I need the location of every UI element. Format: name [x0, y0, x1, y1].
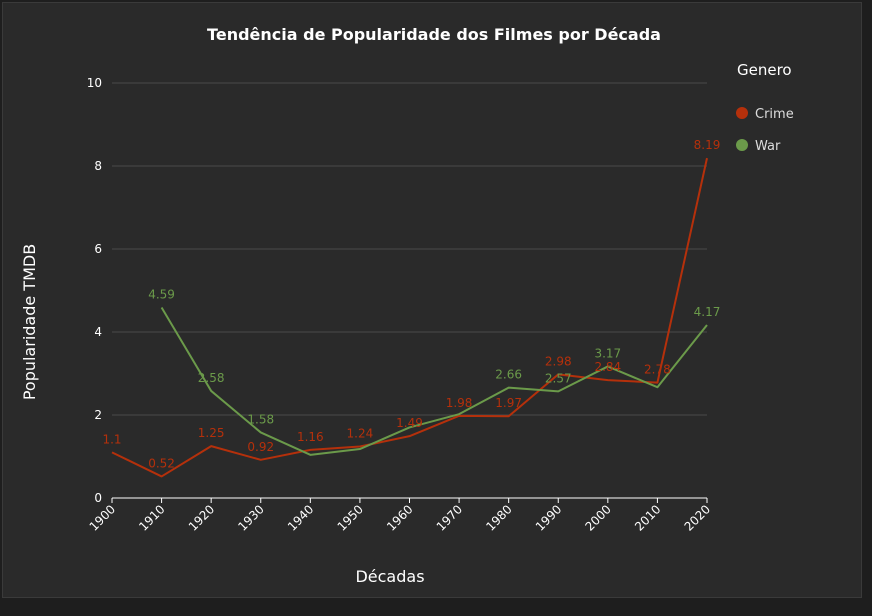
data-label-crime: 2.78 — [644, 363, 671, 377]
x-tick-label: 1970 — [434, 502, 465, 533]
legend-label-war: War — [755, 139, 781, 154]
legend-marker-crime — [736, 107, 748, 119]
grid — [112, 82, 707, 416]
data-label-crime: 1.49 — [396, 416, 423, 430]
x-tick-label: 1960 — [384, 502, 415, 533]
data-label-war: 2.57 — [545, 371, 572, 385]
x-axis-label: Décadas — [355, 567, 424, 586]
y-axis-ticks: 0 2 4 6 8 10 — [87, 76, 102, 505]
x-tick-label: 1990 — [533, 502, 564, 533]
data-label-crime: 1.25 — [198, 426, 225, 440]
y-tick-label: 2 — [94, 408, 102, 422]
y-tick-label: 6 — [94, 242, 102, 256]
data-label-war: 1.58 — [247, 412, 274, 426]
x-axis: 1900 1910 1920 1930 1940 1950 1960 1970 1980 1990… — [87, 497, 713, 534]
y-tick-label: 10 — [87, 76, 102, 90]
x-tick-label: 1940 — [285, 502, 316, 533]
series-line-war — [160, 307, 708, 456]
series-lines — [111, 157, 708, 478]
data-label-crime: 1.98 — [446, 396, 473, 410]
data-label-war: 2.58 — [198, 371, 225, 385]
data-label-crime: 1.16 — [297, 430, 324, 444]
x-tick-label: 2000 — [582, 502, 613, 533]
data-label-crime: 8.19 — [694, 138, 721, 152]
series-line-crime — [111, 157, 708, 478]
y-axis-label: Popularidade TMDB — [20, 244, 39, 400]
x-tick-label: 2020 — [682, 502, 713, 533]
data-label-crime: 1.24 — [347, 427, 374, 441]
data-label-war: 2.66 — [495, 368, 522, 382]
data-label-crime: 1.1 — [102, 432, 121, 446]
data-label-crime: 2.84 — [594, 360, 621, 374]
chart-title: Tendência de Popularidade dos Filmes por… — [207, 25, 661, 44]
x-tick-label: 1930 — [235, 502, 266, 533]
legend-label-crime: Crime — [755, 107, 794, 122]
data-labels: 1.1 0.52 1.25 0.92 1.16 1.24 1.49 1.98 1.97 2.98 2… — [102, 138, 720, 470]
y-tick-label: 8 — [94, 159, 102, 173]
legend-marker-war — [736, 139, 748, 151]
x-tick-label: 2010 — [632, 502, 663, 533]
data-label-crime: 0.52 — [148, 456, 175, 470]
data-label-war: 3.17 — [594, 346, 621, 360]
data-label-war: 4.17 — [694, 305, 721, 319]
data-label-crime: 0.92 — [247, 440, 274, 454]
x-tick-label: 1920 — [186, 502, 217, 533]
legend: Genero Crime War — [736, 61, 794, 154]
x-tick-label: 1980 — [483, 502, 514, 533]
data-label-crime: 1.97 — [495, 396, 522, 410]
legend-title: Genero — [737, 61, 792, 79]
x-tick-label: 1910 — [136, 502, 167, 533]
x-tick-label: 1950 — [335, 502, 366, 533]
x-tick-label: 1900 — [87, 502, 118, 533]
data-label-crime: 2.98 — [545, 354, 572, 368]
y-tick-label: 0 — [94, 491, 102, 505]
data-label-war: 4.59 — [148, 288, 175, 302]
chart-panel — [2, 2, 862, 598]
y-tick-label: 4 — [94, 325, 102, 339]
